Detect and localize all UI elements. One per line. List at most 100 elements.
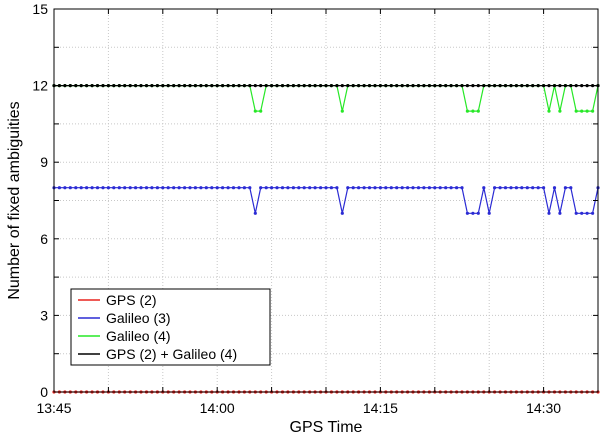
- data-point: [166, 84, 170, 88]
- data-point: [329, 186, 333, 190]
- data-point: [433, 84, 437, 88]
- data-point: [558, 109, 562, 113]
- data-point: [291, 84, 295, 88]
- data-point: [422, 84, 426, 88]
- data-point: [509, 84, 513, 88]
- data-point: [460, 84, 464, 88]
- data-point: [134, 84, 138, 88]
- data-point: [465, 84, 469, 88]
- data-point: [591, 84, 595, 88]
- series-layer: [52, 84, 600, 394]
- data-point: [166, 186, 170, 190]
- data-point: [346, 84, 350, 88]
- data-point: [591, 211, 595, 215]
- data-point: [68, 186, 72, 190]
- data-point: [324, 186, 328, 190]
- data-point: [476, 109, 480, 113]
- data-point: [248, 186, 252, 190]
- data-point: [531, 186, 535, 190]
- data-point: [193, 84, 197, 88]
- data-point: [574, 211, 578, 215]
- data-point: [503, 84, 508, 88]
- data-point: [433, 186, 437, 190]
- data-point: [128, 84, 132, 88]
- data-point: [471, 211, 475, 215]
- data-point: [329, 84, 333, 88]
- data-point: [226, 84, 230, 88]
- data-point: [438, 186, 442, 190]
- data-point: [74, 186, 78, 190]
- x-tick-label: 14:00: [200, 400, 235, 416]
- data-point: [498, 84, 502, 88]
- data-point: [427, 84, 431, 88]
- data-point: [389, 186, 393, 190]
- data-point: [270, 84, 274, 88]
- data-point: [183, 84, 187, 88]
- data-point: [188, 186, 192, 190]
- data-point: [215, 186, 219, 190]
- data-point: [177, 84, 181, 88]
- data-point: [449, 84, 453, 88]
- data-point: [177, 186, 181, 190]
- data-point: [552, 84, 557, 88]
- data-point: [520, 84, 524, 88]
- data-point: [471, 109, 475, 113]
- data-point: [248, 84, 252, 88]
- data-point: [493, 84, 497, 88]
- data-point: [90, 186, 94, 190]
- data-point: [242, 84, 246, 88]
- data-point: [591, 109, 595, 113]
- y-tick-label: 9: [40, 154, 48, 170]
- data-point: [460, 186, 464, 190]
- legend: GPS (2) Galileo (3) Galileo (4) GPS (2) + G…: [70, 288, 271, 366]
- data-point: [444, 84, 448, 88]
- data-point: [85, 186, 89, 190]
- data-point: [438, 84, 442, 88]
- data-point: [389, 84, 393, 88]
- legend-label: Galileo (4): [106, 328, 171, 344]
- data-point: [259, 84, 263, 88]
- data-point: [395, 186, 399, 190]
- data-point: [123, 84, 127, 88]
- data-point: [558, 84, 562, 88]
- data-point: [63, 84, 67, 88]
- data-point: [188, 84, 192, 88]
- y-tick-label: 6: [40, 231, 48, 247]
- data-point: [411, 84, 415, 88]
- data-point: [199, 84, 203, 88]
- data-point: [509, 186, 513, 190]
- data-point: [580, 84, 584, 88]
- data-point: [161, 84, 165, 88]
- data-point: [455, 186, 459, 190]
- data-point: [536, 84, 540, 88]
- data-point: [199, 186, 203, 190]
- data-point: [395, 84, 399, 88]
- data-point: [101, 186, 105, 190]
- data-point: [514, 186, 519, 190]
- data-point: [297, 84, 301, 88]
- data-point: [226, 186, 230, 190]
- data-point: [406, 186, 410, 190]
- data-point: [79, 84, 83, 88]
- data-point: [210, 84, 214, 88]
- data-point: [400, 186, 404, 190]
- data-point: [85, 84, 89, 88]
- data-point: [264, 84, 268, 88]
- data-point: [237, 186, 241, 190]
- x-tick-label: 13:45: [36, 400, 71, 416]
- data-point: [204, 84, 208, 88]
- data-point: [378, 84, 382, 88]
- data-point: [242, 186, 246, 190]
- data-point: [275, 84, 279, 88]
- data-point: [112, 84, 116, 88]
- data-point: [465, 109, 469, 113]
- data-point: [482, 186, 486, 190]
- data-point: [514, 84, 519, 88]
- data-point: [139, 186, 143, 190]
- data-point: [221, 186, 225, 190]
- data-point: [172, 84, 176, 88]
- data-point: [79, 186, 83, 190]
- data-point: [498, 186, 502, 190]
